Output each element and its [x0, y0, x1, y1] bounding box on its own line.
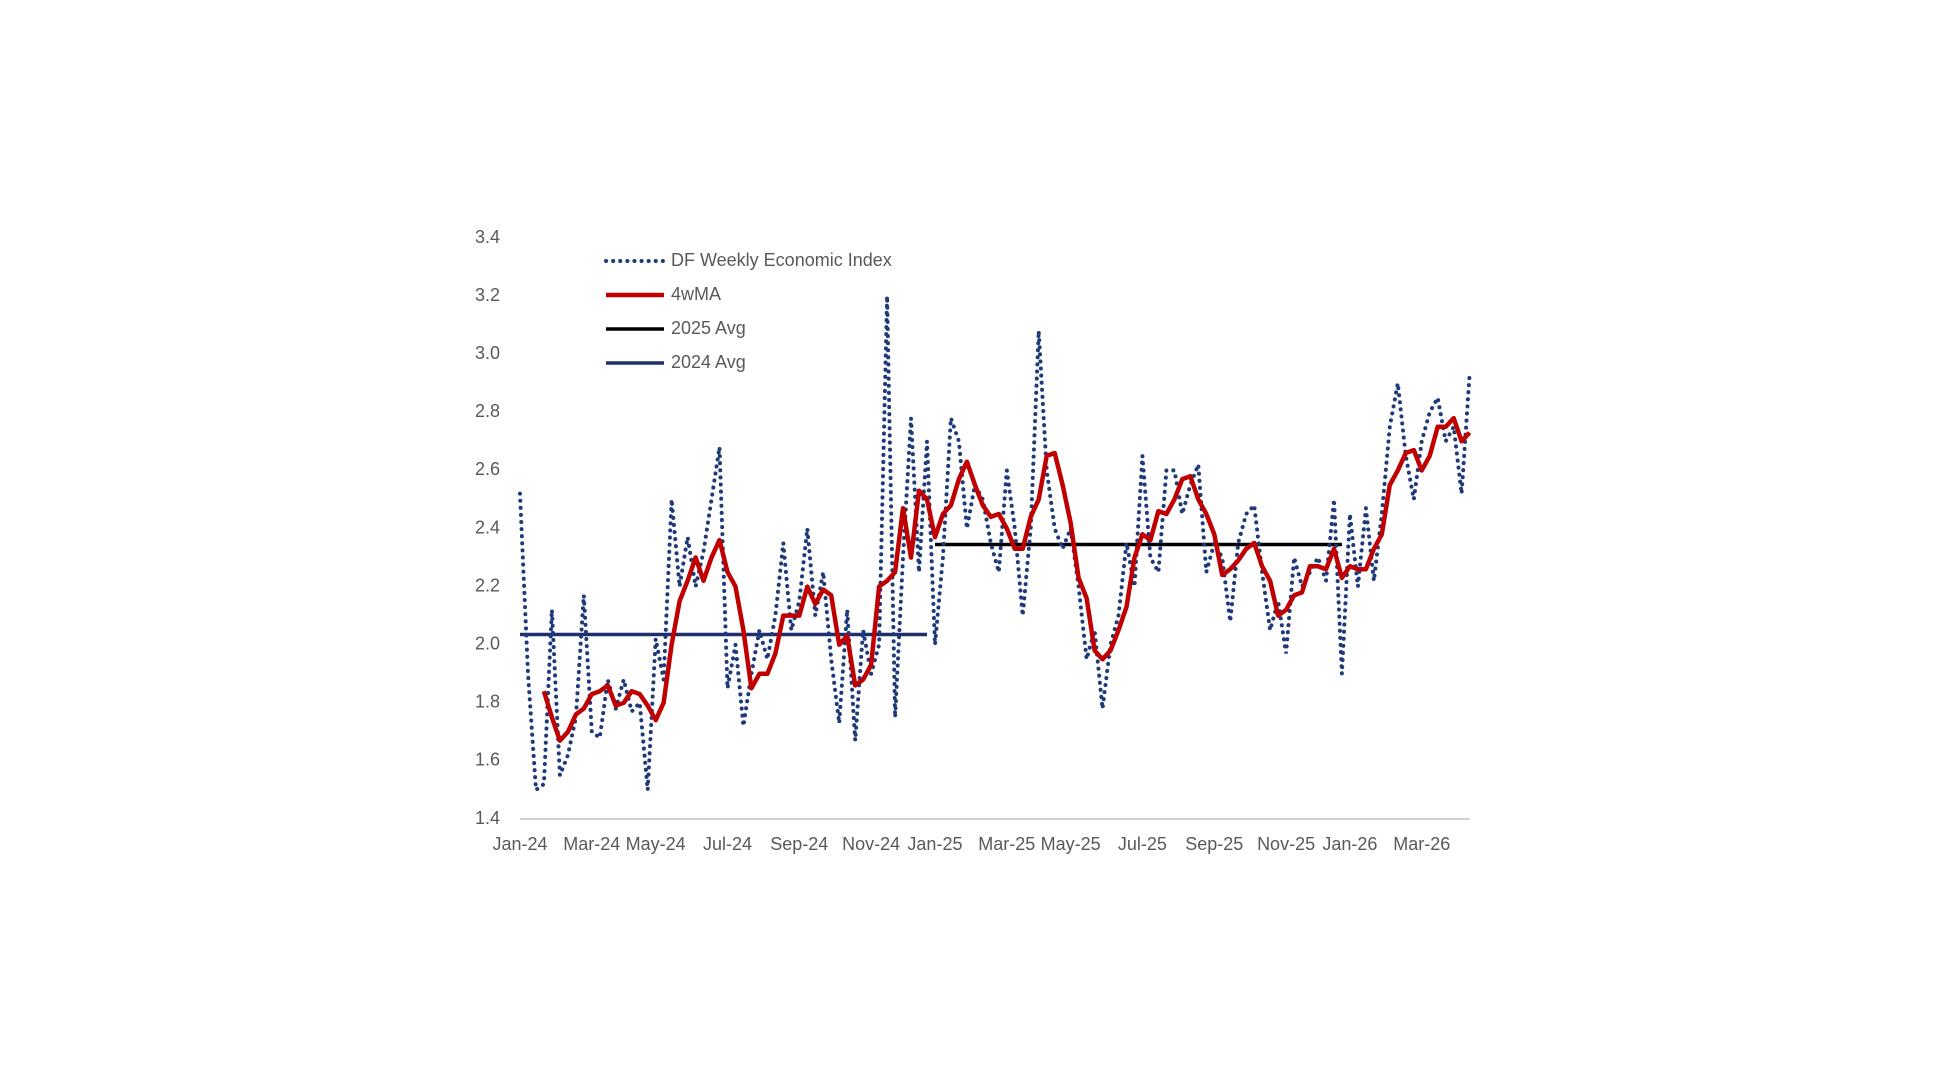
legend-label: DF Weekly Economic Index: [671, 250, 892, 270]
x-tick-label: May-24: [626, 834, 686, 854]
y-tick-label: 3.2: [475, 285, 500, 305]
y-tick-label: 1.8: [475, 692, 500, 712]
y-tick-label: 2.8: [475, 401, 500, 421]
x-tick-label: Sep-25: [1185, 834, 1243, 854]
x-tick-label: Jul-25: [1118, 834, 1167, 854]
x-tick-label: Jul-24: [703, 834, 752, 854]
x-tick-label: May-25: [1041, 834, 1101, 854]
series-line: [541, 415, 1472, 743]
x-tick-label: Jan-24: [492, 834, 547, 854]
legend-label: 2024 Avg: [671, 352, 746, 372]
y-tick-label: 2.4: [475, 517, 500, 537]
x-tick-label: Mar-25: [978, 834, 1035, 854]
y-tick-label: 3.4: [475, 227, 500, 247]
y-tick-label: 1.6: [475, 750, 500, 770]
legend-label: 4wMA: [671, 284, 721, 304]
x-tick-label: Nov-24: [842, 834, 900, 854]
y-tick-label: 3.0: [475, 343, 500, 363]
y-tick-label: 2.6: [475, 459, 500, 479]
y-tick-label: 2.2: [475, 575, 500, 595]
x-tick-label: Nov-25: [1257, 834, 1315, 854]
legend-label: 2025 Avg: [671, 318, 746, 338]
x-tick-label: Mar-26: [1393, 834, 1450, 854]
x-tick-label: Mar-24: [563, 834, 620, 854]
x-tick-label: Jan-26: [1322, 834, 1377, 854]
y-tick-label: 2.0: [475, 633, 500, 653]
x-tick-label: Sep-24: [770, 834, 828, 854]
y-tick-label: 1.4: [475, 808, 500, 828]
x-tick-label: Jan-25: [907, 834, 962, 854]
